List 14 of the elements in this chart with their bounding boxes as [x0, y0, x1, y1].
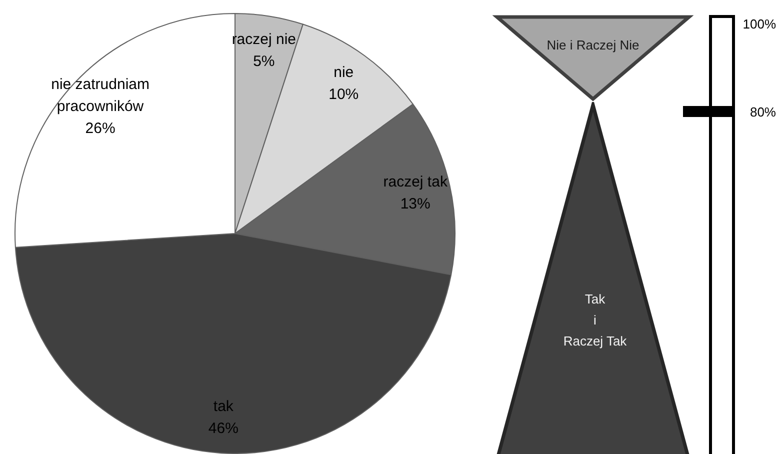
data-label: 5% — [253, 53, 275, 70]
data-label: 26% — [85, 120, 116, 138]
slice-label: raczej nie — [232, 31, 296, 48]
slice-label: raczej tak — [383, 173, 448, 190]
data-label: 10% — [328, 86, 359, 104]
data-label: 46% — [208, 420, 238, 438]
text: 100% — [742, 16, 776, 34]
data-label: 13% — [400, 195, 430, 212]
text: 80% — [750, 104, 776, 122]
slice-label: tak — [213, 398, 234, 416]
text: Nie i Raczej Nie — [546, 36, 640, 54]
slice-label: nie — [334, 64, 354, 82]
text: Tak i Raczej Tak — [563, 290, 627, 350]
slice-label: nie zatrudniam pracowników — [51, 76, 150, 116]
